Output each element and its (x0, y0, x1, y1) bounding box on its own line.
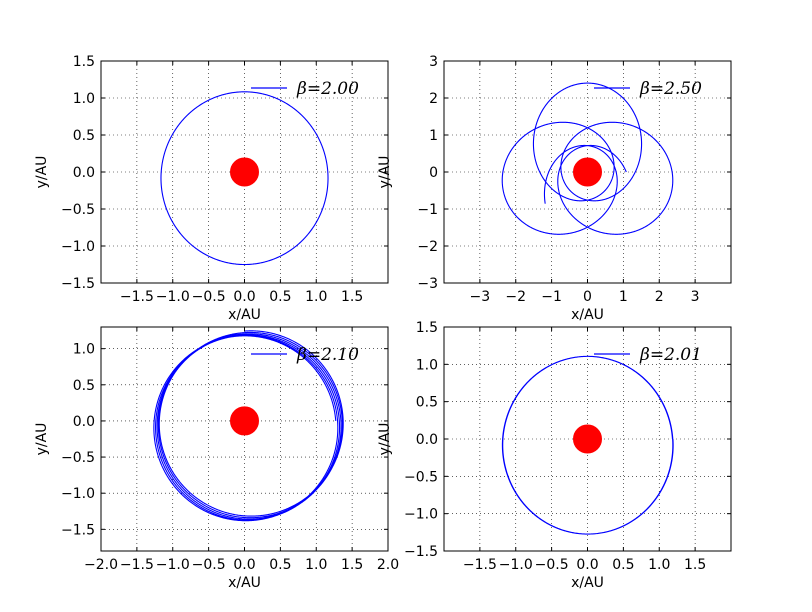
y-tick-label: −1.5 (61, 276, 95, 292)
y-tick-label: 1.0 (73, 342, 95, 358)
x-tick-label: 1 (619, 289, 628, 305)
y-axis-label: y/AU (34, 423, 50, 456)
y-tick-label: 1.0 (416, 357, 438, 373)
y-tick-label: 3 (429, 54, 438, 70)
x-tick-label: −1 (541, 289, 562, 305)
y-axis-label: y/AU (377, 423, 393, 456)
legend-label: β=2.50 (639, 79, 702, 99)
x-tick-label: 3 (691, 289, 700, 305)
y-tick-label: 1.5 (416, 320, 438, 336)
x-tick-label: 1.5 (684, 557, 706, 573)
x-tick-label: 0.5 (269, 289, 291, 305)
x-axis-label: x/AU (228, 575, 261, 591)
x-tick-label: 2.0 (377, 557, 399, 573)
y-tick-label: 0.0 (73, 165, 95, 181)
x-tick-label: 1.0 (305, 289, 327, 305)
y-tick-label: −0.5 (61, 450, 95, 466)
x-tick-label: 1.5 (341, 557, 363, 573)
star-marker (230, 157, 259, 187)
y-tick-label: −1.0 (61, 239, 95, 255)
orbit-series-line (501, 82, 674, 235)
chart-panel-top-left: −1.5 −1.0 −0.5 0.0 0.5 1.0 1.5−1.5−1.0−0.50.00… (34, 54, 389, 323)
x-tick-label: −1.0 (156, 557, 190, 573)
x-tick-label: −1.0 (499, 557, 533, 573)
x-tick-label: −1.5 (463, 557, 497, 573)
x-tick-label: −0.5 (535, 557, 569, 573)
chart-panel-bottom-right: −1.5 −1.0 −0.5 0.0 0.5 1.0 1.5−1.5−1.0−0.50.00… (377, 320, 732, 591)
x-tick-label: −0.5 (192, 557, 226, 573)
x-axis-label: x/AU (228, 307, 261, 323)
y-tick-label: −3 (417, 276, 438, 292)
y-tick-label: −1.5 (61, 522, 95, 538)
x-tick-label: −1.5 (120, 557, 154, 573)
x-tick-label: 0.5 (269, 557, 291, 573)
x-tick-label: 0 (583, 289, 592, 305)
y-tick-label: −1.0 (404, 507, 438, 523)
y-axis-label: y/AU (377, 156, 393, 189)
x-tick-label: −0.5 (192, 289, 226, 305)
y-tick-label: 1.0 (73, 91, 95, 107)
y-axis-label: y/AU (34, 156, 50, 189)
star-marker (230, 406, 259, 436)
x-tick-label: −1.5 (120, 289, 154, 305)
y-tick-label: 0.5 (73, 378, 95, 394)
y-tick-label: −0.5 (61, 202, 95, 218)
x-tick-label: 1.0 (305, 557, 327, 573)
star-marker (573, 157, 602, 187)
x-tick-label: 0.5 (612, 557, 634, 573)
y-tick-label: 2 (429, 91, 438, 107)
x-tick-label: −3 (470, 289, 491, 305)
y-tick-label: 0.0 (73, 414, 95, 430)
x-tick-label: 0.0 (233, 557, 255, 573)
x-axis-label: x/AU (571, 575, 604, 591)
y-tick-label: −0.5 (404, 469, 438, 485)
y-tick-label: 1 (429, 128, 438, 144)
x-axis-label: x/AU (571, 307, 604, 323)
y-tick-label: 1.5 (73, 54, 95, 70)
y-tick-label: 0.0 (416, 432, 438, 448)
orbit-series-line (153, 330, 344, 522)
chart-panel-bottom-left: −2.0 −1.5 −1.0 −0.5 0.0 0.5 1.0 1.5 2.0−1.5−1.0−… (34, 326, 399, 591)
x-tick-label: 0.0 (576, 557, 598, 573)
orbit-series-line (160, 91, 329, 266)
y-tick-label: 0.5 (416, 395, 438, 411)
x-tick-label: −2 (505, 289, 526, 305)
x-tick-label: 2 (655, 289, 664, 305)
y-tick-label: −1 (417, 202, 438, 218)
x-tick-label: −2.0 (84, 557, 118, 573)
x-tick-label: 0.0 (233, 289, 255, 305)
x-tick-label: 1.5 (341, 289, 363, 305)
chart-panel-top-right: −3 −2 −1 0 1 2 3 −3 −2 −1 0 1 2 3 x/AU y/AU β=2.50 (377, 54, 732, 323)
orbit-series-line (501, 355, 674, 535)
legend-label: β=2.00 (296, 79, 359, 99)
y-tick-label: 0.5 (73, 128, 95, 144)
y-tick-label: −1.0 (61, 486, 95, 502)
y-tick-label: −1.5 (404, 544, 438, 560)
legend-label: β=2.01 (639, 345, 702, 365)
legend-label: β=2.10 (296, 345, 359, 365)
x-tick-label: 1.0 (648, 557, 670, 573)
y-tick-label: −2 (417, 239, 438, 255)
x-tick-label: −1.0 (156, 289, 190, 305)
y-tick-label: 0 (429, 165, 438, 181)
star-marker (573, 424, 602, 454)
